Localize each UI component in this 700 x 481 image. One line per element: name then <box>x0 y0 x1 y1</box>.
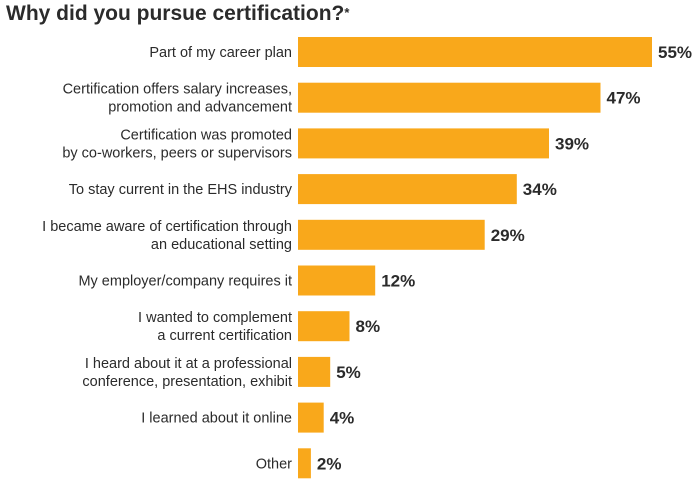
bar-4 <box>298 174 517 205</box>
bar-8 <box>298 356 331 387</box>
value-label-3: 39% <box>555 134 589 153</box>
value-label-1: 55% <box>658 43 692 62</box>
value-label-4: 34% <box>523 180 557 199</box>
value-label-10: 2% <box>317 454 342 473</box>
chart-title: Why did you pursue certification?* <box>6 2 350 25</box>
category-label-10: Other <box>256 456 292 472</box>
value-label-9: 4% <box>330 409 355 428</box>
value-label-8: 5% <box>336 363 361 382</box>
value-label-5: 29% <box>491 226 525 245</box>
category-label-4: To stay current in the EHS industry <box>69 182 293 198</box>
bar-6 <box>298 265 376 296</box>
bar-2 <box>298 82 601 113</box>
category-label-1: Part of my career plan <box>149 45 292 61</box>
bar-5 <box>298 219 485 250</box>
bar-3 <box>298 128 549 159</box>
category-label-3: Certification was promoted by co-workers,… <box>62 127 292 161</box>
bar-1 <box>298 37 652 67</box>
value-label-6: 12% <box>381 272 415 291</box>
category-label-5: I became aware of certification through a… <box>42 219 292 253</box>
category-label-9: I learned about it online <box>141 411 292 427</box>
bar-7 <box>298 311 350 342</box>
category-label-7: I wanted to complement a current certific… <box>138 310 292 344</box>
category-label-8: I heard about it at a professional confer… <box>82 356 292 390</box>
bar-10 <box>298 448 311 479</box>
value-label-2: 47% <box>607 89 641 108</box>
bar-9 <box>298 402 324 433</box>
category-label-2: Certification offers salary increases, pr… <box>63 82 292 116</box>
value-label-7: 8% <box>356 317 381 336</box>
category-label-6: My employer/company requires it <box>78 274 292 290</box>
title-asterisk: * <box>344 5 350 20</box>
